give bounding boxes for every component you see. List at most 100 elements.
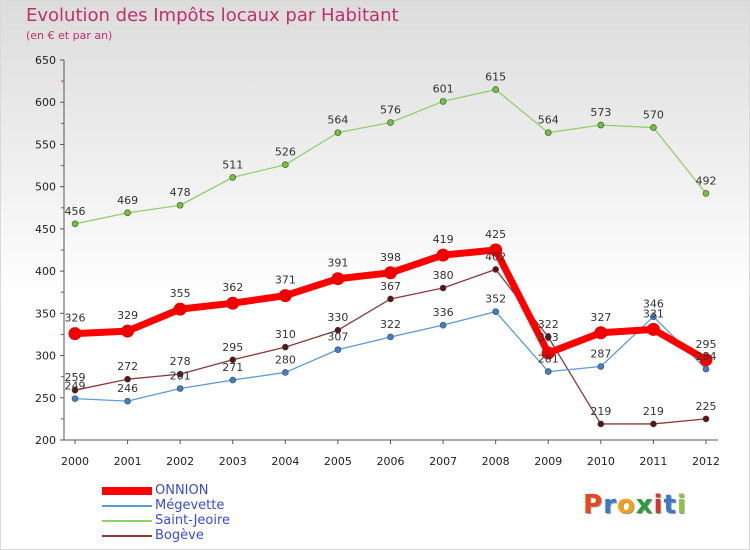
data-point-bogeve xyxy=(229,356,237,364)
data-label-megevette: 346 xyxy=(643,298,664,311)
data-label-bogeve: 278 xyxy=(170,355,191,368)
data-label-saint-jeoire: 511 xyxy=(222,158,243,171)
logo-letter: x xyxy=(635,490,654,520)
y-tick-label: 250 xyxy=(35,392,56,405)
data-point-bogeve xyxy=(544,333,552,341)
y-tick-label: 650 xyxy=(35,54,56,67)
data-label-onnion: 329 xyxy=(117,309,138,322)
x-tick-label: 2006 xyxy=(377,455,405,468)
y-tick-label: 200 xyxy=(35,434,56,447)
x-tick-label: 2011 xyxy=(639,455,667,468)
data-label-onnion: 425 xyxy=(485,228,506,241)
data-point-onnion xyxy=(594,326,608,340)
data-point-bogeve xyxy=(334,326,342,334)
data-point-onnion xyxy=(541,346,555,360)
data-point-megevette xyxy=(597,363,605,370)
data-label-megevette: 287 xyxy=(590,348,611,361)
data-label-bogeve: 259 xyxy=(65,371,86,384)
x-tick-label: 2000 xyxy=(61,455,89,468)
data-point-saint-jeoire xyxy=(124,209,131,217)
data-label-onnion: 295 xyxy=(696,338,717,351)
y-tick-label: 300 xyxy=(35,350,56,363)
data-point-megevette xyxy=(439,321,447,329)
data-point-bogeve xyxy=(124,375,131,383)
data-point-saint-jeoire xyxy=(282,161,289,169)
legend-item-bogeve: Bogève xyxy=(102,528,302,544)
data-label-onnion: 362 xyxy=(222,281,243,294)
y-tick-label: 550 xyxy=(35,138,56,151)
logo-letter: i xyxy=(676,490,687,520)
legend-swatch-onnion xyxy=(102,487,152,495)
data-point-saint-jeoire xyxy=(492,86,499,93)
data-point-bogeve xyxy=(282,343,289,351)
data-label-saint-jeoire: 573 xyxy=(590,106,611,119)
data-label-onnion: 355 xyxy=(170,287,191,300)
legend-item-saint-jeoire: Saint-Jeoire xyxy=(102,513,302,529)
data-label-megevette: 284 xyxy=(696,350,717,363)
data-point-onnion xyxy=(384,266,397,280)
y-tick-label: 400 xyxy=(35,265,56,278)
x-tick-label: 2005 xyxy=(324,455,352,468)
data-label-saint-jeoire: 469 xyxy=(117,194,138,207)
data-point-bogeve xyxy=(176,370,184,378)
legend-label-megevette: Mégevette xyxy=(155,498,225,513)
data-point-onnion xyxy=(121,324,135,338)
data-label-megevette: 336 xyxy=(433,306,454,319)
legend-swatch-bogeve xyxy=(102,535,152,537)
data-label-saint-jeoire: 615 xyxy=(485,71,506,84)
data-point-megevette xyxy=(544,368,552,375)
data-label-megevette: 307 xyxy=(327,331,348,344)
data-point-bogeve xyxy=(492,266,499,273)
logo-letter: o xyxy=(616,490,636,520)
data-point-bogeve xyxy=(71,386,79,394)
legend-label-onnion: ONNION xyxy=(155,483,209,498)
data-label-bogeve: 225 xyxy=(696,400,717,413)
data-label-onnion: 331 xyxy=(643,307,664,320)
data-point-saint-jeoire xyxy=(597,121,605,129)
y-tick-label: 350 xyxy=(35,307,56,320)
data-label-bogeve: 219 xyxy=(590,405,611,418)
data-label-megevette: 280 xyxy=(275,353,296,366)
chart-axes: 200 250 300 350 400 450 500 550 600 650 2000 2001 20… xyxy=(35,54,720,468)
data-point-bogeve xyxy=(597,420,605,428)
data-label-saint-jeoire: 456 xyxy=(65,205,86,218)
data-point-onnion xyxy=(489,243,503,257)
data-point-onnion xyxy=(278,289,292,303)
data-label-bogeve: 402 xyxy=(485,250,506,263)
data-point-onnion xyxy=(173,302,187,316)
data-point-saint-jeoire xyxy=(71,220,79,228)
data-point-megevette xyxy=(229,376,237,384)
data-label-megevette: 261 xyxy=(170,369,191,382)
data-label-bogeve: 219 xyxy=(643,405,664,418)
data-point-megevette xyxy=(387,333,394,341)
data-point-megevette xyxy=(334,346,342,353)
data-point-megevette xyxy=(71,395,79,402)
data-label-bogeve: 295 xyxy=(222,341,243,354)
chart-series xyxy=(68,86,713,428)
data-label-bogeve: 272 xyxy=(117,360,138,373)
x-tick-label: 2003 xyxy=(219,455,247,468)
x-tick-label: 2009 xyxy=(534,455,562,468)
data-label-megevette: 271 xyxy=(222,361,243,374)
data-label-megevette: 246 xyxy=(117,382,138,395)
x-tick-label: 2007 xyxy=(429,455,457,468)
chart-subtitle: (en € et par an) xyxy=(26,29,113,42)
legend-item-megevette: Mégevette xyxy=(102,498,302,514)
legend-swatch-saint-jeoire xyxy=(102,520,152,522)
data-point-onnion xyxy=(331,272,345,286)
data-point-bogeve xyxy=(650,420,657,428)
data-point-megevette xyxy=(124,397,131,405)
y-tick-label: 500 xyxy=(35,181,56,194)
data-label-saint-jeoire: 576 xyxy=(380,103,401,116)
data-label-onnion: 398 xyxy=(380,251,401,264)
data-point-saint-jeoire xyxy=(176,201,184,209)
data-label-bogeve: 367 xyxy=(380,280,401,293)
x-tick-label: 2012 xyxy=(692,455,720,468)
data-point-saint-jeoire xyxy=(387,119,394,126)
data-label-saint-jeoire: 564 xyxy=(538,114,559,127)
data-point-saint-jeoire xyxy=(650,124,657,131)
data-label-onnion: 419 xyxy=(433,233,454,246)
data-label-saint-jeoire: 564 xyxy=(327,114,348,127)
legend-label-saint-jeoire: Saint-Jeoire xyxy=(155,513,231,528)
